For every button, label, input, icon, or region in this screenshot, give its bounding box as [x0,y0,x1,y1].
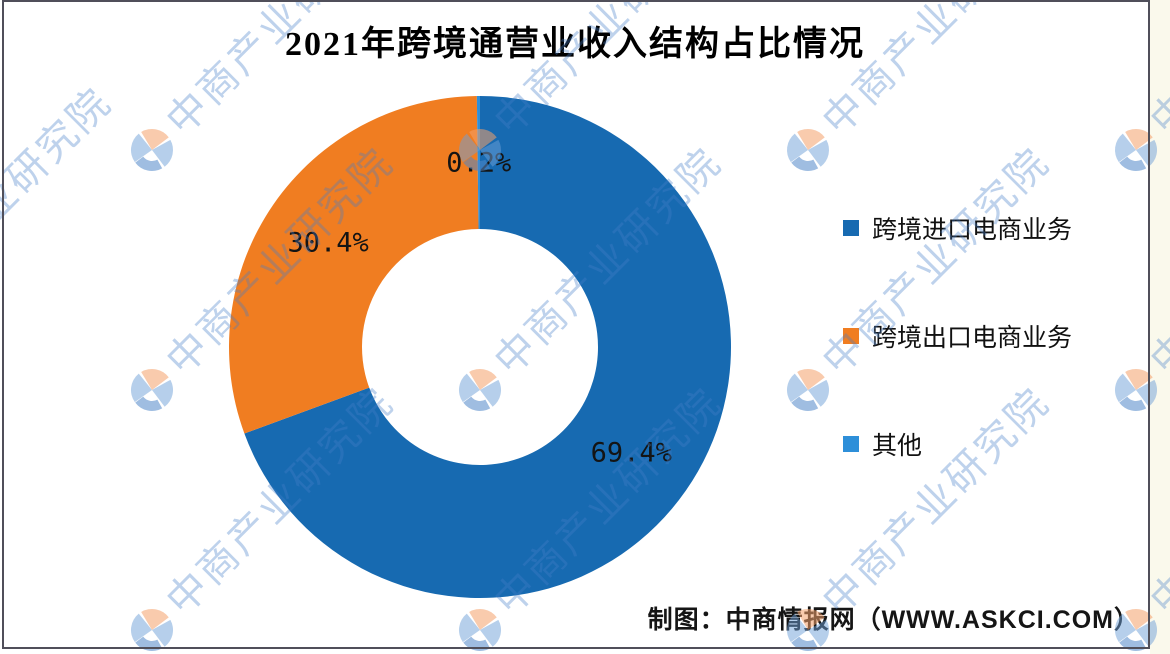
slice-import-ecommerce [244,96,732,599]
legend-swatch-icon [843,436,859,452]
legend-label: 跨境进口电商业务 [872,216,1073,244]
legend-item-export-ecommerce: 跨境出口电商业务 [843,316,1072,356]
chart-legend: 跨境进口电商业务 跨境出口电商业务 其他 [843,208,1072,464]
source-credit: 制图：中商情报网（WWW.ASKCI.COM） [647,606,1140,634]
slice-export-ecommerce [229,96,479,434]
legend-swatch-icon [843,328,859,344]
legend-label: 跨境出口电商业务 [872,324,1073,352]
slice-label-export-ecommerce: 30.4% [287,227,368,258]
chart-title: 2021年跨境通营业收入结构占比情况 [285,26,865,63]
legend-swatch-icon [843,220,859,236]
legend-item-import-ecommerce: 跨境进口电商业务 [843,208,1072,248]
slice-label-import-ecommerce: 69.4% [591,438,672,469]
slice-label-other: 0.2% [446,148,511,179]
legend-item-other: 其他 [843,424,1072,464]
legend-label: 其他 [872,432,923,460]
